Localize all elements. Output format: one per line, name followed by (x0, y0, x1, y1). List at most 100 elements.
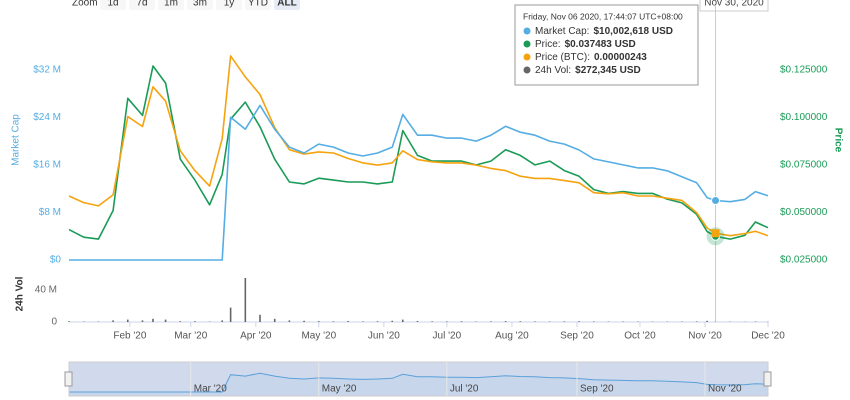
y2-tick-label: $0.100000 (780, 112, 828, 123)
tooltip-dot (523, 66, 531, 74)
navigator-tick-label: May '20 (322, 384, 357, 395)
navigator-tick-label: Sep '20 (580, 384, 614, 395)
y-tick-label: $24 M (33, 112, 61, 123)
date-input[interactable] (699, 0, 769, 12)
volume-bar (592, 321, 595, 322)
x-tick-label: Dec '20 (751, 331, 785, 342)
y2-tick-label: $0.075000 (780, 160, 828, 171)
x-tick-label: Sep '20 (560, 331, 594, 342)
navigator-tick-label: Nov '20 (708, 384, 742, 395)
volume-bar (347, 321, 349, 322)
tooltip-value: 0.00000243 (594, 52, 647, 63)
volume-bar (578, 321, 580, 322)
y-tick-label: $16 M (33, 160, 61, 171)
tooltip-item: Price (BTC): 0.00000243 (535, 52, 647, 63)
navigator-handle[interactable] (763, 371, 772, 387)
tooltip-value: $10,002,618 USD (593, 26, 673, 37)
volume-bar (416, 321, 419, 322)
x-tick-label: Nov '20 (688, 331, 722, 342)
zoom-button-label: 1m (164, 0, 178, 9)
zoom-button[interactable] (216, 0, 242, 10)
x-tick-label: Apr '20 (240, 331, 272, 342)
zoom-button[interactable] (129, 0, 155, 10)
marker (711, 196, 721, 206)
volume-bar (259, 314, 261, 322)
volume-bar (563, 321, 566, 322)
zoom-button[interactable] (187, 0, 213, 10)
navigator-handle[interactable] (64, 371, 73, 387)
zoom-button-label: 1d (107, 0, 118, 9)
tooltip-label: Price (BTC): (535, 52, 590, 63)
volume-bar (126, 319, 129, 322)
series-line (68, 65, 769, 240)
x-tick-label: Jul '20 (433, 331, 462, 342)
volume-bar (431, 321, 433, 322)
volume-bar (401, 319, 404, 322)
volume-bar (460, 321, 463, 322)
zoom-button[interactable] (158, 0, 184, 10)
volume-bar (288, 320, 291, 322)
volume-bar (244, 278, 247, 322)
y-tick-label: $0 (50, 255, 62, 266)
volume-bar (179, 321, 182, 322)
volume-tick-label: 0 (51, 317, 57, 328)
tooltip-item: Price: $0.037483 USD (535, 39, 636, 50)
tooltip: Friday, Nov 06 2020, 17:44:07 UTC+08:00 M… (514, 4, 699, 86)
tooltip-title: Friday, Nov 06 2020, 17:44:07 UTC+08:00 (523, 11, 683, 21)
marker (711, 229, 720, 238)
y2-tick-label: $0.050000 (780, 207, 828, 218)
zoom-button[interactable] (274, 0, 300, 10)
volume-bar (152, 318, 154, 322)
volume-bar (706, 320, 708, 322)
tooltip-box (514, 4, 699, 86)
x-tick-label: Mar '20 (174, 331, 207, 342)
volume-bar (504, 321, 507, 322)
tooltip-label: Price: (535, 39, 561, 50)
y-tick-label: $32 M (33, 64, 61, 75)
zoom-button[interactable] (100, 0, 126, 10)
volume-bar (490, 321, 492, 322)
tooltip-dot (523, 53, 531, 61)
tooltip-dot (523, 40, 531, 48)
zoom-button[interactable] (245, 0, 271, 10)
navigator-mask (68, 361, 769, 397)
volume-tick-label: 40 M (35, 285, 57, 296)
navigator-tick-label: Jul '20 (450, 384, 479, 395)
volume-bar (332, 321, 335, 322)
zoom-button-label: 3m (193, 0, 207, 9)
y-tick-label: $8 M (39, 207, 61, 218)
y2-axis-title: Price (832, 128, 843, 153)
volume-bar (194, 321, 196, 322)
volume-bar (317, 321, 320, 322)
tooltip-label: 24h Vol: (535, 65, 571, 76)
volume-axis-title: 24h Vol (15, 276, 26, 311)
series-line (69, 104, 769, 261)
volume-bar (362, 321, 364, 322)
volume-bar (68, 321, 70, 322)
zoom-label: Zoom (72, 0, 98, 9)
volume-bar (303, 320, 305, 322)
volume-bar (273, 318, 276, 322)
zoom-button-label: ALL (277, 0, 296, 9)
tooltip-value: $272,345 USD (575, 65, 641, 76)
tooltip-value: $0.037483 USD (565, 39, 636, 50)
tooltip-item: 24h Vol: $272,345 USD (535, 65, 641, 76)
volume-bar (141, 320, 144, 322)
x-tick-label: Aug '20 (495, 331, 529, 342)
zoom-button-label: YTD (248, 0, 268, 9)
volume-bar (391, 320, 394, 322)
navigator-tick-label: Mar '20 (194, 384, 227, 395)
x-tick-label: May '20 (301, 331, 336, 342)
x-tick-label: Oct '20 (624, 331, 656, 342)
y-axis-title: Market Cap (11, 114, 22, 166)
volume-bar (112, 320, 114, 322)
volume-bar (229, 307, 232, 322)
volume-bar (534, 321, 536, 322)
x-tick-label: Jun '20 (368, 331, 400, 342)
y2-tick-label: $0.025000 (780, 255, 828, 266)
volume-bar (164, 319, 167, 322)
navigator-line (69, 372, 769, 393)
date-input-text: Nov 30, 2020 (704, 0, 764, 9)
volume-bar (221, 320, 224, 322)
